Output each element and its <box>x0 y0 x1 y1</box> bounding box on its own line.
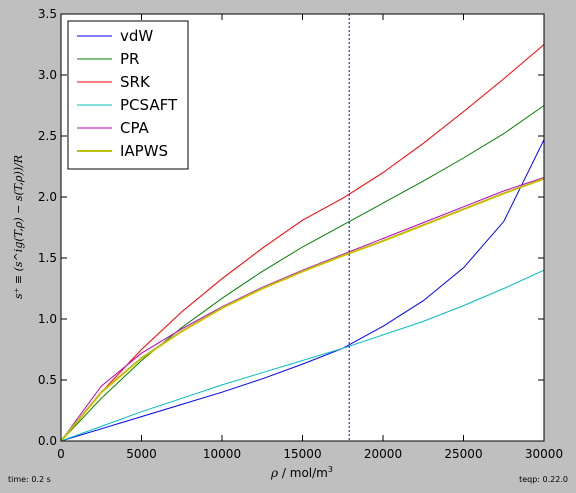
y-tick-label: 3.0 <box>38 68 57 82</box>
x-tick-label: 10000 <box>203 447 241 461</box>
x-tick-label: 15000 <box>283 447 321 461</box>
series-line-pcsaft <box>60 269 545 442</box>
y-tick-label: 3.5 <box>38 7 57 21</box>
footer-version-label: teqp: 0.22.0 <box>519 475 568 484</box>
series-line-pr <box>60 105 545 442</box>
y-axis-ticks: 0.0 0.5 1.0 1.5 2.0 2.5 3.0 3.5 <box>38 7 544 448</box>
y-tick-label: 2.5 <box>38 129 57 143</box>
legend-label-pcsaft: PCSAFT <box>120 96 178 114</box>
footer-time-label: time: 0.2 s <box>8 475 51 484</box>
y-tick-label: 0.0 <box>38 434 57 448</box>
x-tick-label: 25000 <box>444 447 482 461</box>
series-line-srk <box>60 44 545 442</box>
legend-label-vdw: vdW <box>120 27 153 45</box>
legend-label-cpa: CPA <box>120 119 150 137</box>
series-layer <box>60 44 545 442</box>
x-axis-label: ρ / mol/m3 <box>270 465 333 480</box>
y-tick-label: 0.5 <box>38 373 57 387</box>
x-tick-label: 30000 <box>525 447 563 461</box>
x-tick-label: 5000 <box>126 447 157 461</box>
y-tick-label: 1.5 <box>38 251 57 265</box>
legend-label-srk: SRK <box>120 73 151 91</box>
legend: vdW PR SRK PCSAFT CPA IAPWS <box>67 20 189 170</box>
x-tick-label: 20000 <box>364 447 402 461</box>
y-tick-label: 1.0 <box>38 312 57 326</box>
legend-label-iapws: IAPWS <box>120 142 168 160</box>
series-line-cpa <box>60 177 545 442</box>
x-tick-label: 0 <box>57 447 65 461</box>
legend-box <box>67 20 189 170</box>
y-tick-label: 2.0 <box>38 190 57 204</box>
y-axis-label: s⁺ ≡ (s^ig(T,ρ) − s(T,ρ))/R <box>12 155 25 299</box>
x-axis-ticks: 0 5000 10000 15000 20000 25000 30000 <box>57 14 563 461</box>
series-line-vdw <box>60 139 545 442</box>
legend-label-pr: PR <box>120 50 139 68</box>
series-line-iapws <box>60 177 545 442</box>
